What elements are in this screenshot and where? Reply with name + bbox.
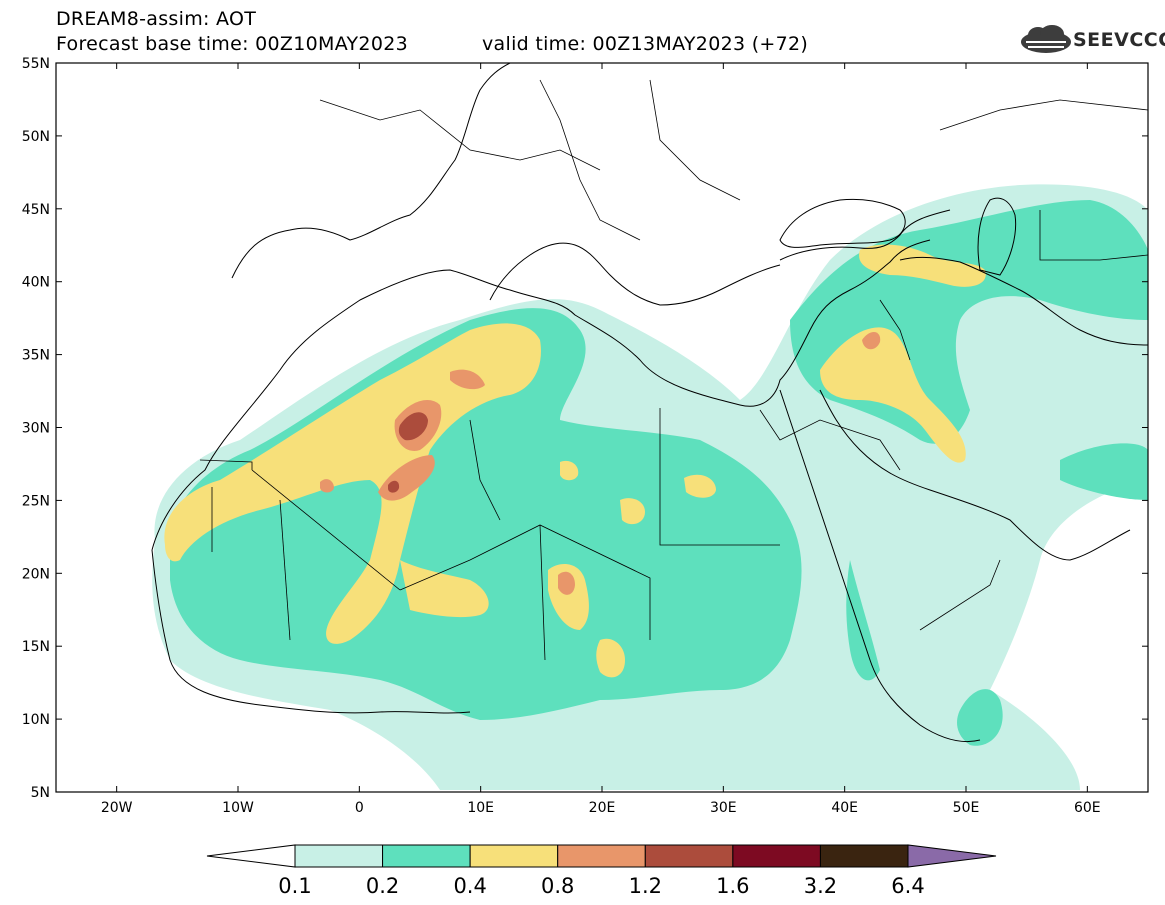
border-2 <box>251 469 401 591</box>
black-sea <box>779 198 906 248</box>
colorbar-swatch <box>557 844 646 868</box>
colorbar-swatch <box>294 844 384 868</box>
forecast-base-time: Forecast base time: 00Z10MAY2023 <box>56 33 408 55</box>
logo-text: SEEVCCC <box>1073 29 1165 51</box>
lon-label: 50E <box>953 800 980 816</box>
border-7 <box>659 408 780 546</box>
lat-label: 20N <box>22 566 50 582</box>
border-9 <box>759 409 901 471</box>
colorbar-swatch <box>382 844 471 868</box>
colorbar-swatch <box>644 844 734 868</box>
border-11 <box>1039 210 1148 261</box>
colorbar-label: 0.1 <box>278 874 311 898</box>
lon-label: 40E <box>831 800 858 816</box>
lon-label: 60E <box>1074 800 1101 816</box>
lon-label: 20E <box>589 800 616 816</box>
lat-label: 35N <box>22 348 50 364</box>
border-8 <box>469 419 501 521</box>
lat-label: 30N <box>22 421 50 437</box>
north-africa-coast <box>151 239 931 551</box>
lon-label: 0 <box>355 800 364 816</box>
colorbar-label: 3.2 <box>804 874 837 898</box>
colorbar-label: 1.2 <box>629 874 662 898</box>
country-borders <box>199 79 1148 661</box>
arabian-coast <box>819 389 1131 561</box>
lat-label: 50N <box>22 129 50 145</box>
colorbar-label: 0.4 <box>453 874 486 898</box>
colorbar-low-triangle <box>206 844 296 868</box>
lon-label: 10E <box>467 800 494 816</box>
west-africa-coast <box>151 549 471 714</box>
latitude-ticks: 55N 50N 45N 40N 35N 30N 25N 20N 15N 10N 5N <box>22 56 1148 801</box>
lon-label: 10W <box>222 800 254 816</box>
longitude-ticks: 20W 10W 0 10E 20E 30E 40E 50E 60E <box>101 63 1101 816</box>
colorbar-label: 1.6 <box>716 874 749 898</box>
red-sea-west <box>779 389 981 743</box>
border-4 <box>279 499 291 641</box>
cloud-icon <box>1021 25 1071 53</box>
colorbar-swatch <box>732 844 821 868</box>
lat-label: 5N <box>31 785 50 801</box>
lat-label: 55N <box>22 56 50 72</box>
lon-label: 20W <box>101 800 133 816</box>
black-sea-south <box>779 209 951 261</box>
color-bar: 0.1 0.2 0.4 0.8 1.2 1.6 3.2 6.4 <box>206 844 997 898</box>
colorbar-swatch <box>819 844 909 868</box>
border-15 <box>649 79 741 201</box>
aot-fields <box>152 184 1148 791</box>
border-10 <box>879 299 911 361</box>
caspian-area <box>899 256 1148 346</box>
europe-coast <box>231 63 511 279</box>
lat-label: 25N <box>22 493 50 509</box>
aot-band-1.2 <box>388 412 428 493</box>
lat-label: 40N <box>22 275 50 291</box>
colorbar-label: 6.4 <box>891 874 924 898</box>
colorbar-label: 0.8 <box>541 874 574 898</box>
aot-band-0.4 <box>164 244 986 678</box>
title-line-1: DREAM8-assim: AOT <box>56 8 257 30</box>
lat-label: 45N <box>22 202 50 218</box>
lon-label: 30E <box>710 800 737 816</box>
border-6 <box>539 524 546 661</box>
seevccc-logo: SEEVCCC <box>1018 24 1165 56</box>
border-16 <box>939 99 1148 131</box>
border-14 <box>539 79 641 241</box>
border-13 <box>319 99 601 171</box>
coastlines <box>151 63 1148 743</box>
lat-label: 10N <box>22 712 50 728</box>
lat-label: 15N <box>22 639 50 655</box>
border-12 <box>919 559 1001 631</box>
caspian-sea <box>977 197 1017 276</box>
valid-time: valid time: 00Z13MAY2023 (+72) <box>482 33 809 55</box>
border-1 <box>199 459 253 470</box>
colorbar-label: 0.2 <box>366 874 399 898</box>
mediterranean-north <box>489 242 781 306</box>
colorbar-swatch <box>469 844 559 868</box>
colorbar-high-triangle <box>907 844 997 868</box>
